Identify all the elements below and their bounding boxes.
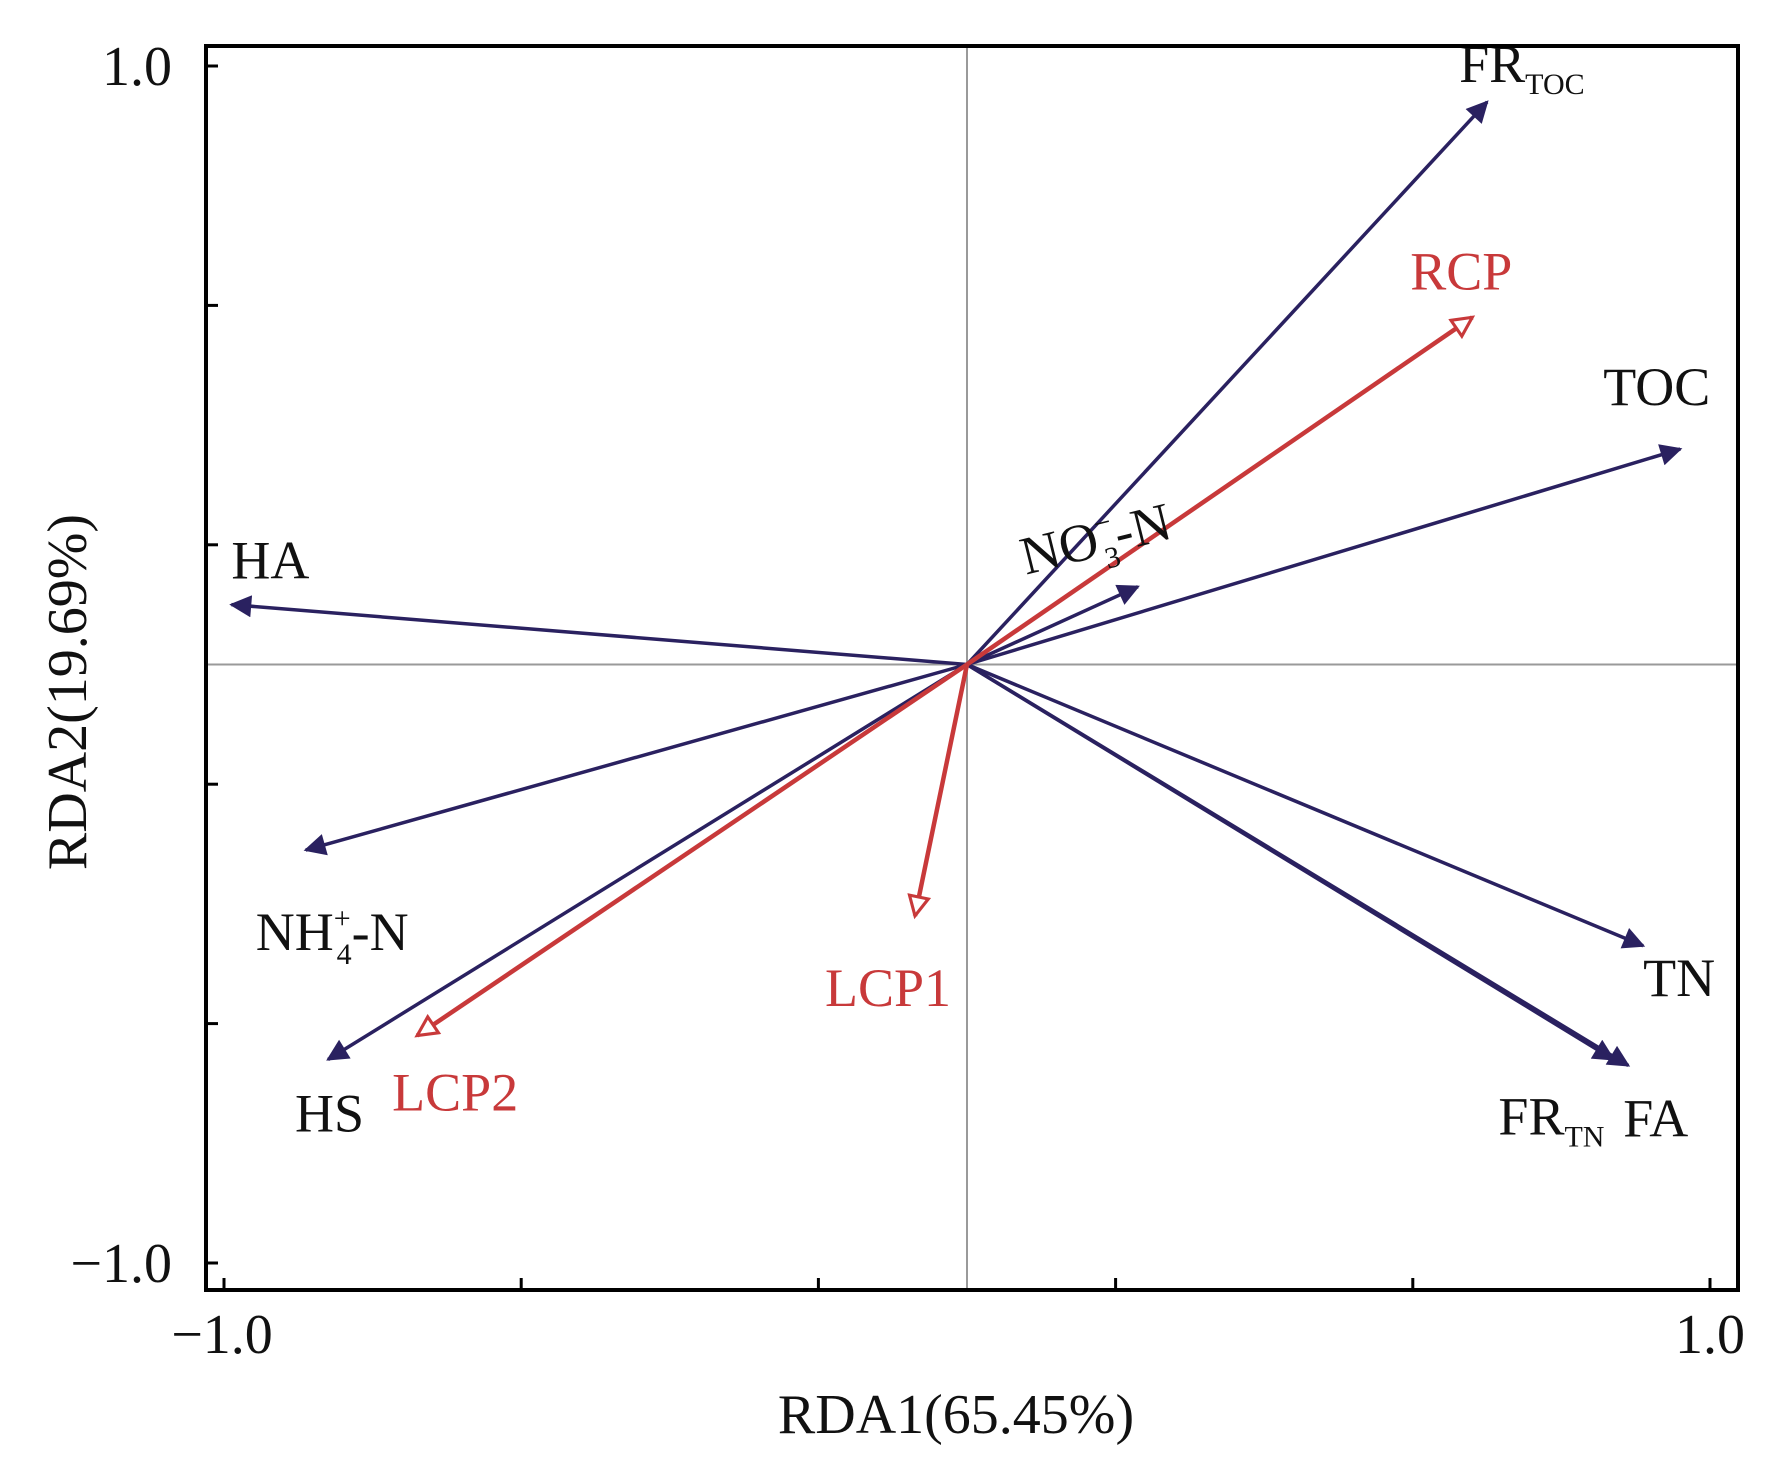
tick-labels: 1.0 −1.0 −1.0 1.0 <box>70 36 1745 1366</box>
x-tick-label-left: −1.0 <box>171 1304 273 1366</box>
vector-lcp2 <box>417 662 969 1036</box>
label-toc: TOC <box>1603 357 1710 417</box>
label-lcp2: LCP2 <box>392 1063 518 1123</box>
label-base: NO <box>1014 509 1104 586</box>
y-tick-label-top: 1.0 <box>102 36 172 98</box>
label-base: FA <box>1623 1088 1688 1148</box>
label-base: LCP1 <box>825 958 951 1018</box>
label-hs: HS <box>295 1084 364 1144</box>
vector-fr-toc <box>965 100 1489 666</box>
label-base: NH <box>256 902 334 962</box>
label-base: HS <box>295 1084 364 1144</box>
label-sup: + <box>334 902 351 935</box>
label-tail: -N <box>1107 491 1177 563</box>
plot-frame <box>204 44 1740 1292</box>
x-tick-label-right: 1.0 <box>1675 1304 1745 1366</box>
label-lcp1: LCP1 <box>825 958 951 1018</box>
vector-rcp <box>965 317 1472 667</box>
label-base: RCP <box>1410 241 1512 301</box>
y-axis-title: RDA2(19.69%) <box>37 514 99 870</box>
label-base: TN <box>1643 948 1715 1008</box>
vector-layer <box>229 100 1683 1067</box>
label-tn: TN <box>1643 948 1715 1008</box>
y-tick-label-bottom: −1.0 <box>70 1233 172 1295</box>
label-base: HA <box>231 531 309 591</box>
label-base: FR <box>1459 34 1525 94</box>
label-sub: 4 <box>337 938 352 971</box>
vector-hs <box>326 663 968 1061</box>
label-sub: TN <box>1564 1121 1604 1154</box>
label-ha: HA <box>231 531 309 591</box>
x-axis-title: RDA1(65.45%) <box>778 1384 1134 1446</box>
vector-fa <box>966 663 1631 1067</box>
label-base: LCP2 <box>392 1063 518 1123</box>
label-base: TOC <box>1603 357 1710 417</box>
label-sub: TOC <box>1525 68 1584 101</box>
label-base: FR <box>1498 1087 1564 1147</box>
vector-ha <box>229 595 968 667</box>
vector-tn <box>966 662 1646 949</box>
label-fr-tn: FRTN <box>1498 1087 1604 1154</box>
label-fr-toc: FRTOC <box>1459 34 1585 101</box>
label-tail: -N <box>352 902 409 962</box>
label-nh4-n: NH+ 4-N <box>256 902 409 971</box>
vector-nh4-n <box>303 662 968 856</box>
label-rcp: RCP <box>1410 241 1512 301</box>
vector-lcp1 <box>915 664 970 916</box>
vector-no3-n <box>966 584 1140 667</box>
vector-toc <box>966 444 1683 667</box>
label-fa: FA <box>1623 1088 1688 1148</box>
label-no3-n: NO−3-N <box>1014 491 1179 595</box>
